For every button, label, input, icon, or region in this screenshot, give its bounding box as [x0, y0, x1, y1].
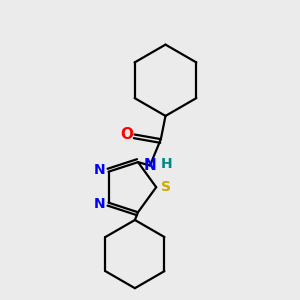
Text: N: N [94, 163, 106, 177]
Text: O: O [120, 127, 133, 142]
Text: H: H [161, 157, 173, 171]
Text: S: S [161, 180, 171, 194]
Text: N: N [144, 158, 156, 173]
Text: N: N [94, 197, 106, 211]
